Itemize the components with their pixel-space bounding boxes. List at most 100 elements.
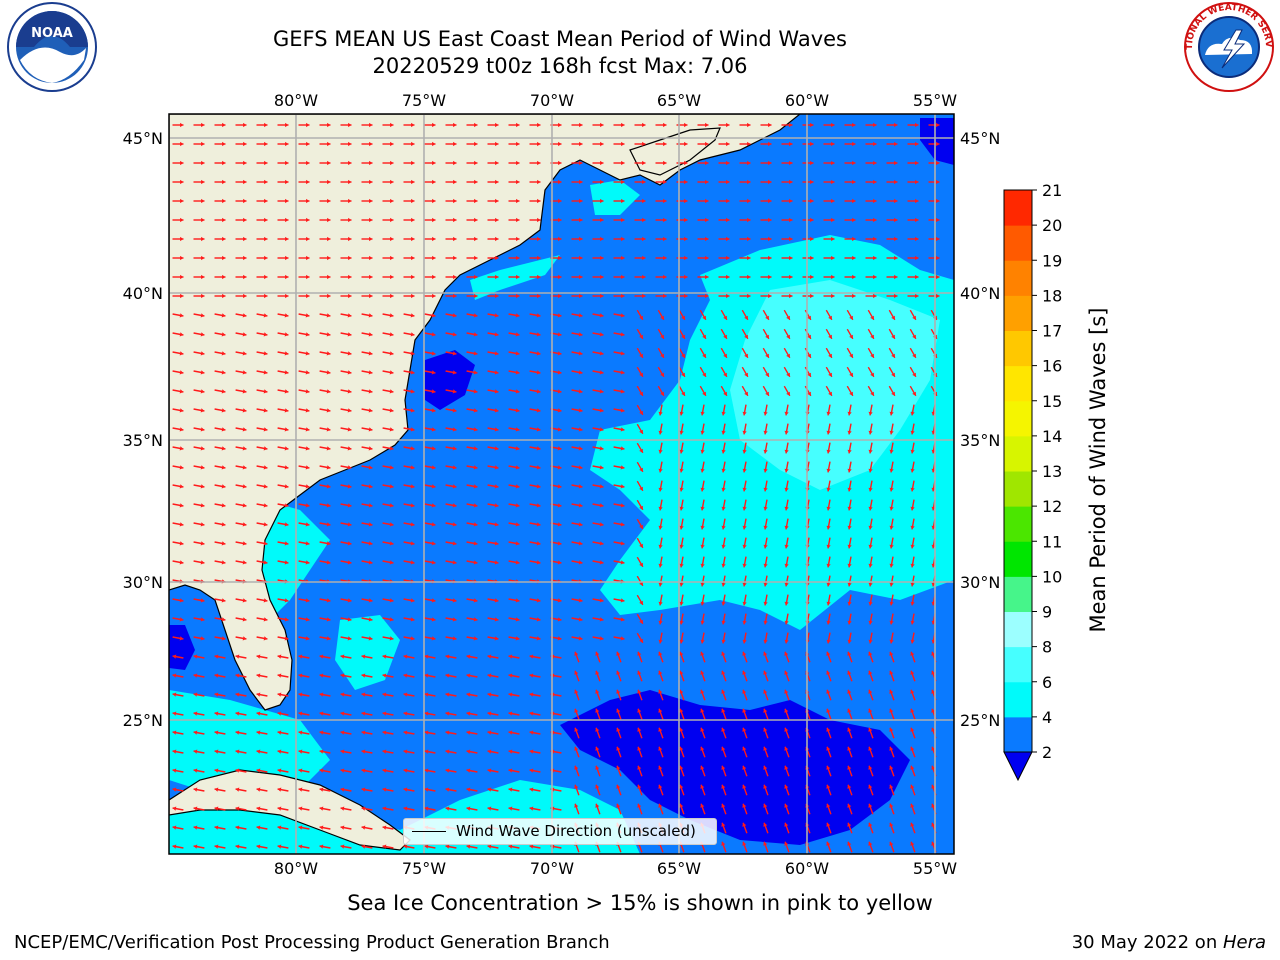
wind-wave-arrowhead (445, 673, 450, 678)
wind-wave-arrowhead (214, 787, 219, 792)
wind-wave-arrowhead (889, 468, 894, 473)
wind-wave-arrowhead (285, 160, 289, 166)
wind-wave-arrowhead (529, 711, 534, 716)
wind-wave-arrowhead (574, 803, 579, 808)
wind-wave-arrowhead (495, 160, 499, 166)
wind-wave-arrowhead (452, 541, 457, 546)
wind-wave-arrowhead (277, 825, 282, 830)
wind-wave-arrowhead (910, 670, 915, 675)
wind-wave-arrowhead (810, 160, 814, 166)
wind-wave-arrowhead (473, 351, 478, 356)
wind-wave-arrowhead (742, 639, 747, 644)
wind-wave-arrowhead (494, 370, 499, 375)
wind-wave-arrowhead (256, 654, 261, 659)
wind-wave-arrowhead (235, 749, 240, 754)
wind-wave-arrowhead (368, 541, 373, 546)
wind-wave-arrowhead (891, 372, 895, 377)
wind-wave-arrowhead (369, 293, 373, 299)
wind-wave-arrowhead (431, 617, 436, 622)
wind-wave-arrowhead (474, 198, 478, 204)
wind-wave-arrowhead (242, 465, 247, 470)
wind-wave-arrowhead (537, 160, 541, 166)
wind-wave-arrowhead (179, 332, 184, 337)
wind-wave-arrowhead (873, 160, 877, 166)
wind-wave-arrowhead (347, 503, 352, 508)
wind-wave-arrowhead (660, 353, 664, 358)
wind-wave-arrowhead (256, 806, 261, 811)
wave-period-region-4-6-florida (255, 500, 330, 620)
wind-wave-arrowhead (390, 293, 394, 299)
wind-wave-arrowhead (915, 122, 919, 128)
wind-wave-arrowhead (599, 389, 604, 394)
wind-wave-arrowhead (679, 544, 684, 549)
wind-wave-arrowhead (700, 601, 705, 606)
wind-wave-arrowhead (389, 465, 394, 470)
wind-wave-arrowhead (361, 654, 366, 659)
wind-wave-arrowhead (915, 179, 919, 185)
wind-wave-arrowhead (473, 408, 478, 413)
wind-wave-arrowhead (658, 601, 663, 606)
wind-wave-arrowhead (747, 160, 751, 166)
wind-wave-arrowhead (763, 449, 768, 454)
wind-wave-arrowhead (578, 598, 583, 603)
wind-wave-arrowhead (705, 160, 709, 166)
wind-wave-arrowhead (382, 844, 387, 849)
wind-wave-arrowhead (368, 503, 373, 508)
wind-wave-arrowhead (529, 806, 534, 811)
wind-wave-arrowhead (473, 598, 478, 603)
wind-wave-arrowhead (637, 746, 642, 751)
map-panel[interactable] (169, 114, 954, 854)
wind-wave-arrowhead (432, 179, 436, 185)
wind-wave-arrowhead (242, 427, 247, 432)
wind-wave-arrowhead (516, 274, 520, 280)
wind-wave-arrowhead (431, 389, 436, 394)
wind-wave-arrowhead (700, 506, 705, 511)
wind-wave-arrowhead (868, 746, 873, 751)
wind-wave-arrowhead (702, 372, 706, 377)
wind-wave-arrowhead (263, 560, 268, 565)
wind-wave-arrowhead (508, 673, 513, 678)
wind-wave-arrowhead (452, 560, 457, 565)
wind-wave-arrowhead (179, 522, 184, 527)
wind-wave-arrowhead (700, 449, 705, 454)
wind-wave-arrowhead (936, 236, 940, 242)
wind-wave-arrowhead (305, 370, 310, 375)
wind-wave-arrowhead (536, 541, 541, 546)
wind-wave-arrowhead (621, 198, 625, 204)
wind-wave-arrowhead (235, 711, 240, 716)
machine-name: Hera (1222, 932, 1266, 953)
wind-wave-arrowhead (639, 562, 643, 567)
wind-wave-arrowhead (368, 617, 373, 622)
wind-wave-arrowhead (235, 768, 240, 773)
wind-wave-arrowhead (466, 673, 471, 678)
lon-label-bottom: 55°W (913, 859, 957, 878)
wind-wave-arrowhead (403, 711, 408, 716)
wind-wave-arrowhead (243, 217, 247, 223)
wind-wave-arrowhead (403, 768, 408, 773)
wind-wave-arrowhead (726, 122, 730, 128)
wind-wave-arrowhead (298, 768, 303, 773)
wind-wave-arrowhead (910, 411, 915, 416)
wind-wave-arrowhead (445, 768, 450, 773)
wind-wave-arrowhead (180, 179, 184, 185)
wind-wave-arrowhead (529, 692, 534, 697)
wind-wave-arrowhead (516, 236, 520, 242)
wind-wave-arrowhead (784, 708, 789, 713)
wind-wave-arrowhead (242, 503, 247, 508)
wind-wave-arrowhead (494, 598, 499, 603)
wind-wave-arrowhead (889, 670, 894, 675)
wind-wave-arrowhead (578, 541, 583, 546)
colorbar-bin (1004, 646, 1032, 683)
land-cuba (169, 769, 411, 851)
wind-wave-arrowhead (910, 620, 915, 625)
wind-wave-arrowhead (277, 768, 282, 773)
wind-wave-arrowhead (931, 784, 936, 789)
wind-wave-arrowhead (305, 541, 310, 546)
wind-wave-arrowhead (747, 236, 751, 242)
wind-wave-arrowhead (172, 768, 177, 773)
wind-wave-arrowhead (235, 730, 240, 735)
date-prefix: 30 May 2022 on (1071, 932, 1223, 953)
wind-wave-arrowhead (660, 334, 664, 339)
wind-wave-arrowhead (700, 582, 705, 587)
wind-wave-arrowhead (894, 198, 898, 204)
